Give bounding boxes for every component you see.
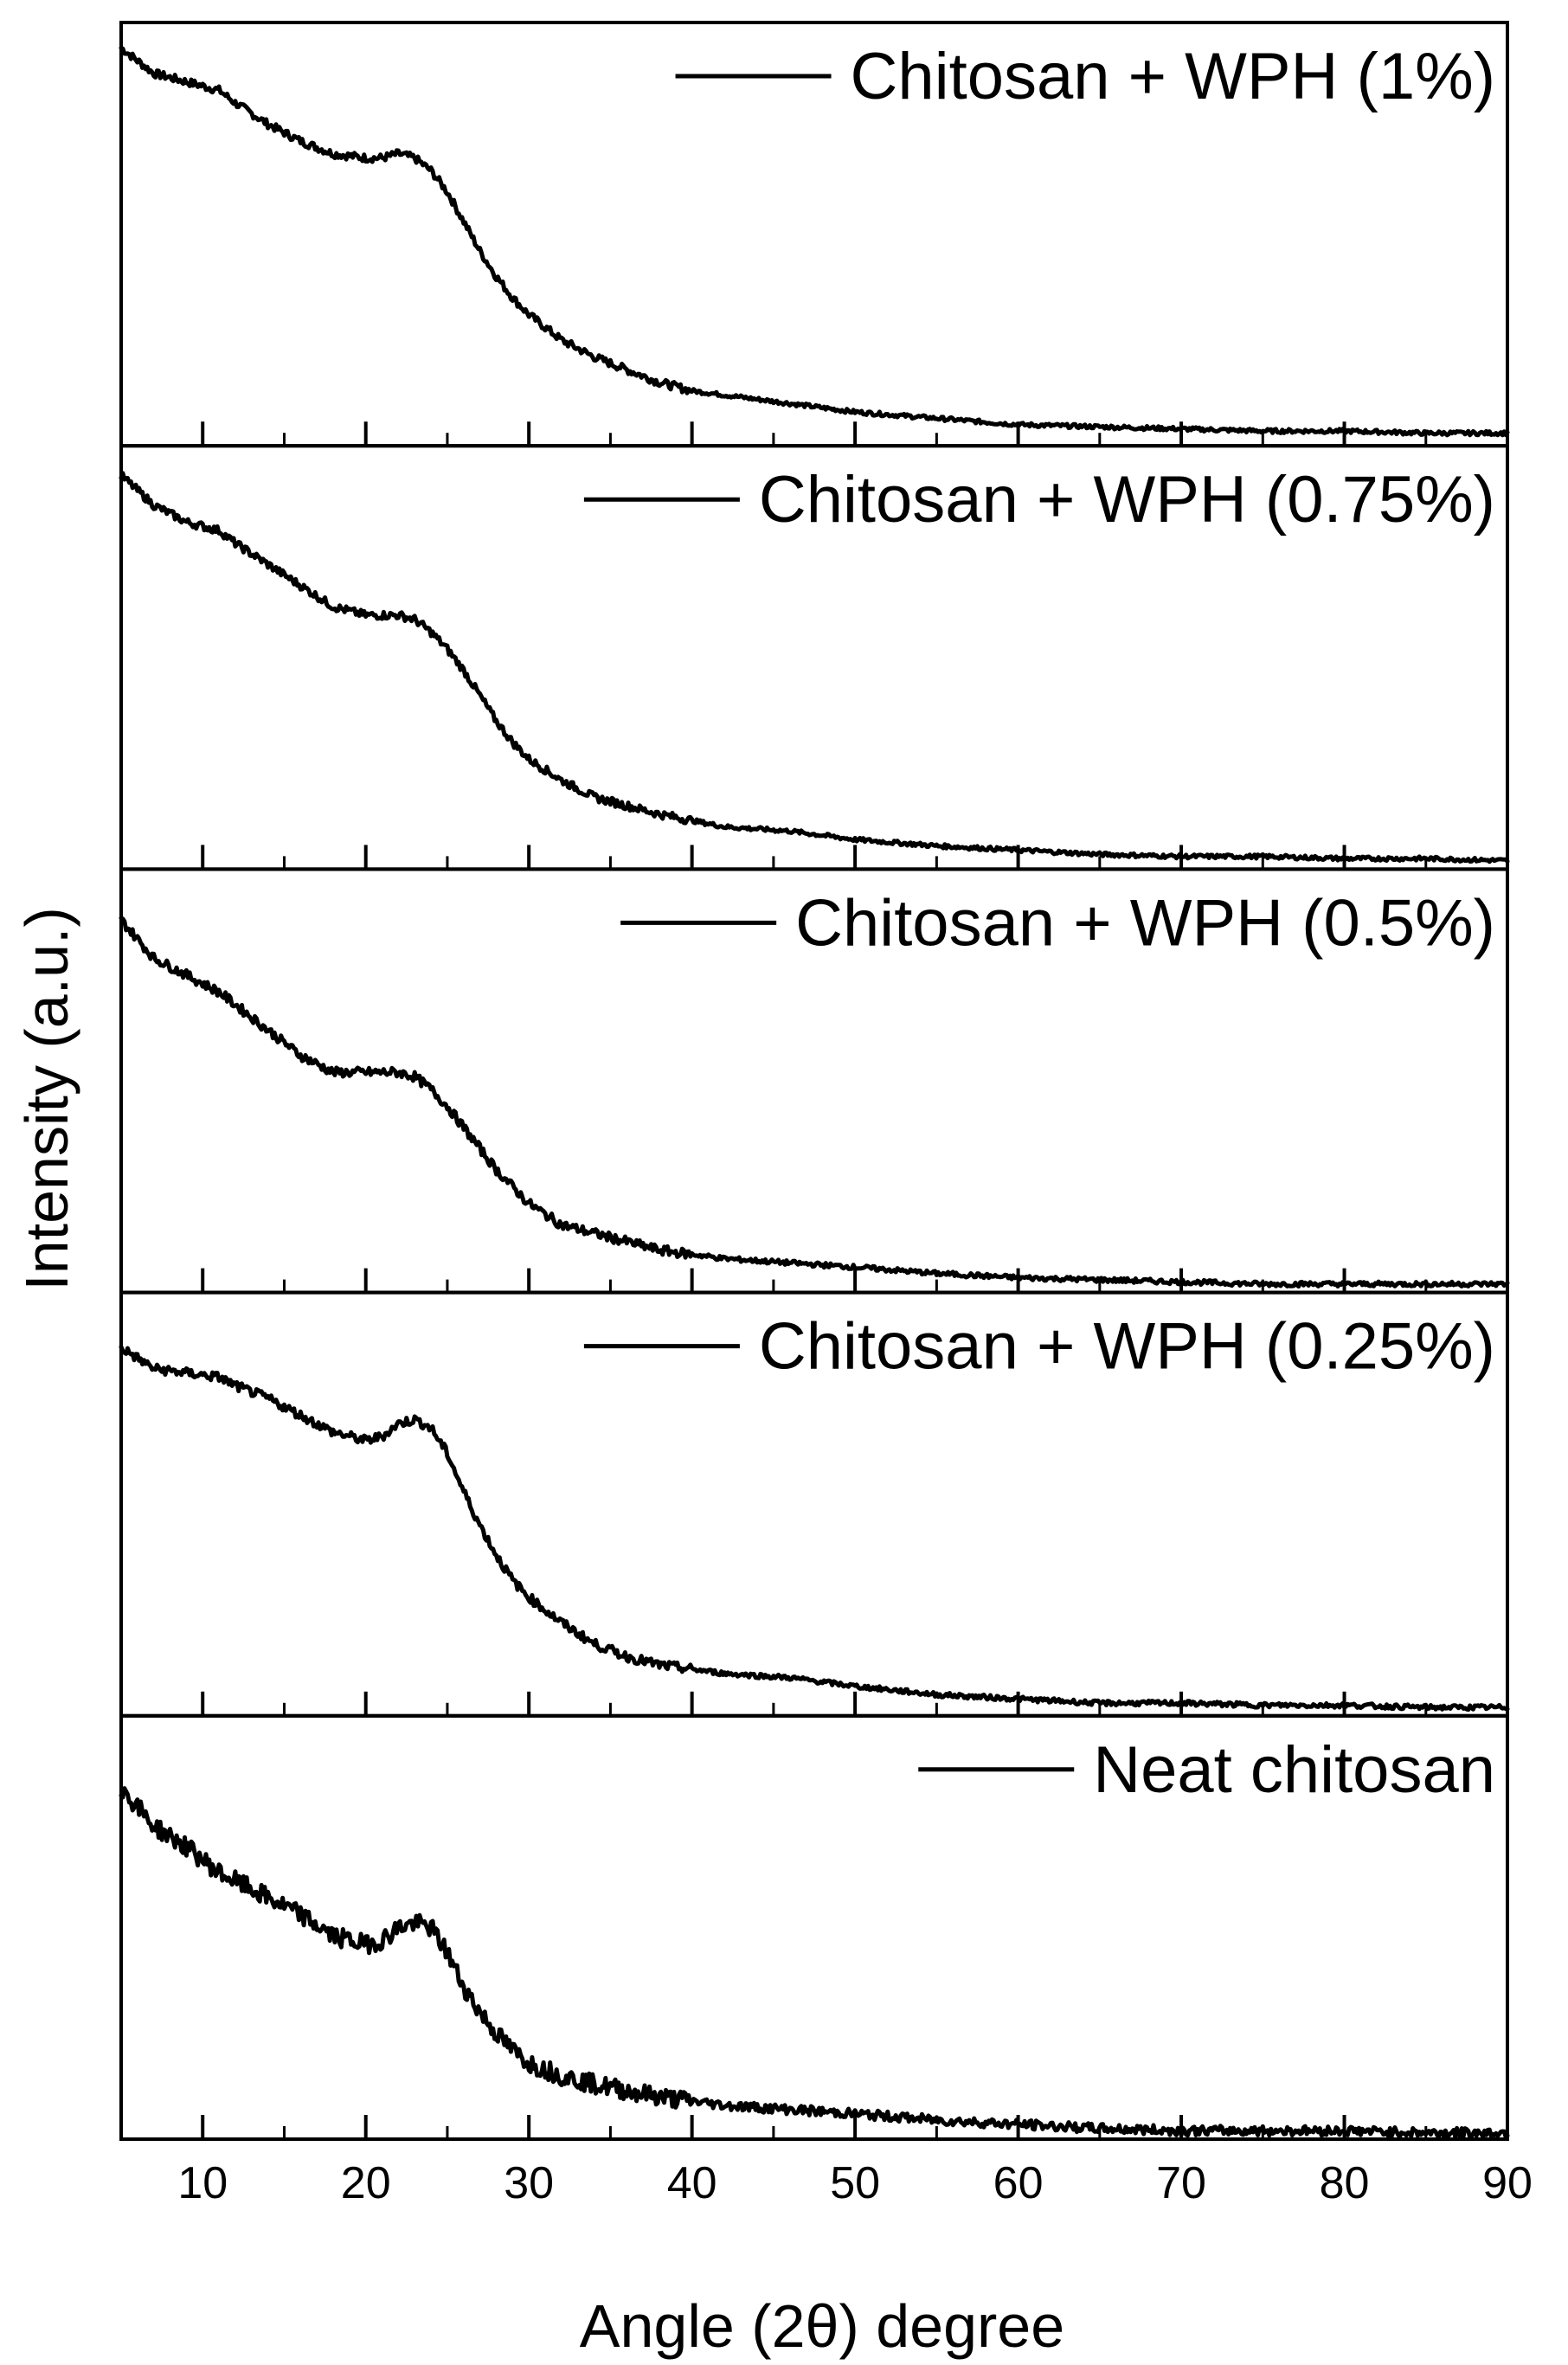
series-line-1 bbox=[119, 45, 1510, 438]
x-axis-label: Angle (2θ) degree bbox=[580, 2292, 1064, 2360]
legend-1: Chitosan + WPH (1%) bbox=[675, 40, 1495, 113]
panels-group: Chitosan + WPH (1%) Chitosan + WPH (0.75%… bbox=[119, 21, 1510, 2142]
panel-5: Neat chitosan bbox=[119, 1713, 1510, 2142]
legend-5: Neat chitosan bbox=[918, 1733, 1495, 1807]
legend-2: Chitosan + WPH (0.75%) bbox=[583, 463, 1495, 537]
x-tick-label: 50 bbox=[830, 2158, 880, 2208]
x-tick-label: 60 bbox=[993, 2158, 1044, 2208]
legend-label: Neat chitosan bbox=[1093, 1733, 1495, 1807]
series-line-2 bbox=[119, 471, 1510, 864]
panel-1: Chitosan + WPH (1%) bbox=[119, 21, 1510, 448]
x-tick-label: 10 bbox=[177, 2158, 228, 2208]
legend-label: Chitosan + WPH (0.5%) bbox=[795, 886, 1495, 960]
panel-4: Chitosan + WPH (0.25%) bbox=[119, 1290, 1510, 1718]
x-tick-labels: 10 20 30 40 50 60 70 80 90 bbox=[177, 2158, 1533, 2208]
x-tick-label: 70 bbox=[1156, 2158, 1206, 2208]
x-tick-label: 20 bbox=[341, 2158, 391, 2208]
legend-label: Chitosan + WPH (0.25%) bbox=[759, 1310, 1495, 1384]
x-tick-label: 30 bbox=[504, 2158, 554, 2208]
x-tick-label: 80 bbox=[1320, 2158, 1370, 2208]
series-line-3 bbox=[119, 916, 1510, 1289]
x-tick-label: 40 bbox=[667, 2158, 717, 2208]
legend-label: Chitosan + WPH (1%) bbox=[851, 40, 1495, 113]
legend-3: Chitosan + WPH (0.5%) bbox=[620, 886, 1495, 960]
x-tick-label: 90 bbox=[1482, 2158, 1533, 2208]
panel-3: Chitosan + WPH (0.5%) bbox=[119, 867, 1510, 1295]
legend-label: Chitosan + WPH (0.75%) bbox=[759, 463, 1495, 537]
y-axis-label: Intensity (a.u.) bbox=[13, 907, 80, 1291]
series-line-4 bbox=[119, 1345, 1510, 1713]
legend-4: Chitosan + WPH (0.25%) bbox=[583, 1310, 1495, 1384]
panel-2: Chitosan + WPH (0.75%) bbox=[119, 444, 1510, 871]
panel-frame bbox=[119, 1713, 1509, 2142]
series-line-5 bbox=[119, 1786, 1510, 2140]
